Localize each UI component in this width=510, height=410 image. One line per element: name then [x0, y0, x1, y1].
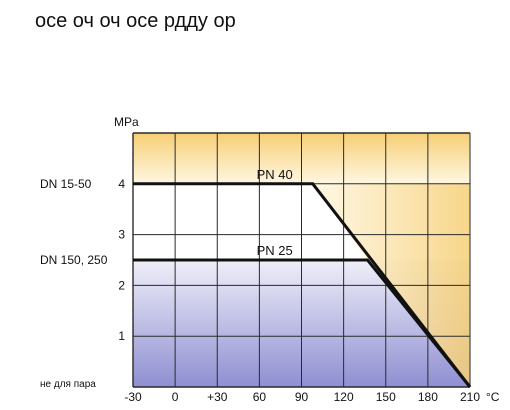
x-tick-label: 210 [460, 390, 480, 404]
x-tick-label: 90 [295, 390, 309, 404]
chart-grid [132, 132, 471, 388]
series-label-pn-40: PN 40 [257, 167, 293, 182]
top-cropped-text: осе оч оч осе рдду ор [35, 10, 236, 32]
y-tick-label: 3 [118, 228, 125, 242]
y-tick-label: 1 [118, 329, 125, 343]
x-tick-label: 120 [334, 390, 354, 404]
series-label-pn-25: PN 25 [257, 243, 293, 258]
y-tick-label: 2 [118, 278, 125, 292]
left-label-dn-15-50: DN 15-50 [40, 177, 92, 191]
chart-series-layer [133, 182, 472, 388]
x-tick-label: 0 [172, 390, 179, 404]
x-tick-label: 150 [376, 390, 396, 404]
series-line-pn-25 [133, 258, 472, 388]
x-tick-label: 180 [418, 390, 438, 404]
x-tick-label: -30 [124, 390, 142, 404]
left-label-not-for-steam: не для пара [40, 379, 96, 390]
y-tick-label: 4 [118, 177, 125, 191]
x-axis-unit: °C [486, 390, 500, 404]
x-tick-label: 60 [253, 390, 267, 404]
left-label-dn-150-250: DN 150, 250 [40, 253, 108, 267]
series-line-pn-40 [133, 182, 472, 388]
y-axis-label: MPa [114, 115, 139, 129]
chart-labels-layer: PN 40 PN 25 MPa 1 2 3 4 -30 0 +30 60 90 120 150 180 210… [40, 115, 500, 404]
x-tick-label: +30 [207, 390, 228, 404]
